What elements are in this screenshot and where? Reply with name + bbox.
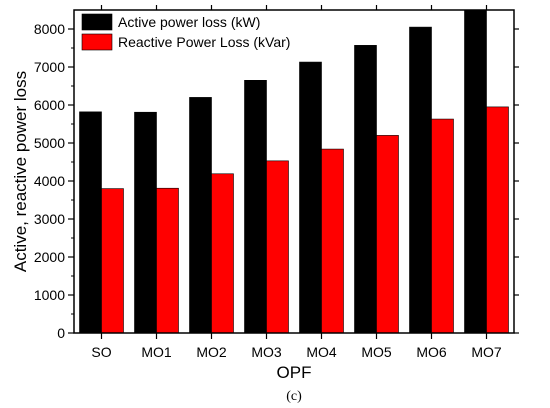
active-loss-bar-mo4	[299, 61, 322, 334]
x-tick-label: MO6	[416, 344, 447, 360]
active-loss-bar-mo7	[464, 10, 487, 334]
active-loss-bar-mo2	[189, 97, 212, 334]
x-tick-label: MO1	[141, 344, 172, 360]
reactive-loss-bar-so	[101, 188, 124, 334]
plot-frame	[73, 9, 515, 334]
x-axis-title: OPF	[277, 363, 312, 382]
active-loss-bar-mo1	[134, 111, 157, 334]
bars-layer	[79, 10, 509, 334]
x-tick-label: MO2	[196, 344, 227, 360]
reactive-loss-bar-mo4	[321, 148, 344, 334]
legend-swatch-active	[81, 13, 113, 31]
legend-swatch-reactive	[81, 33, 113, 51]
x-tick-label: MO3	[251, 344, 282, 360]
reactive-loss-bar-mo6	[431, 118, 454, 334]
x-tick-label: SO	[91, 344, 111, 360]
x-tick-label: MO4	[306, 344, 337, 360]
reactive-loss-bar-mo3	[266, 160, 289, 334]
reactive-loss-bar-mo2	[211, 173, 234, 334]
legend-label-reactive: Reactive Power Loss (kVar)	[118, 34, 290, 50]
active-loss-bar-mo6	[409, 26, 432, 334]
reactive-loss-bar-mo5	[376, 135, 399, 334]
y-tick-label: 3000	[34, 211, 65, 227]
y-tick-label: 2000	[34, 249, 65, 265]
y-tick-label: 1000	[34, 287, 65, 303]
legend-label-active: Active power loss (kW)	[118, 14, 260, 30]
active-loss-bar-mo5	[354, 45, 377, 334]
y-tick-label: 5000	[34, 135, 65, 151]
x-tick-label: MO5	[361, 344, 392, 360]
y-tick-label: 7000	[34, 59, 65, 75]
x-tick-label: MO7	[471, 344, 502, 360]
y-tick-label: 6000	[34, 97, 65, 113]
reactive-loss-bar-mo7	[486, 106, 509, 334]
x-axis: SO MO1 MO2 MO3 MO4 MO5 MO6 MO7	[91, 5, 502, 360]
active-loss-bar-so	[79, 111, 102, 334]
y-tick-label: 8000	[34, 21, 65, 37]
legend: Active power loss (kW) Reactive Power Los…	[81, 13, 290, 51]
y-tick-label: 4000	[34, 173, 65, 189]
y-axis-title: Active, reactive power loss	[11, 71, 30, 272]
reactive-loss-bar-mo1	[156, 187, 179, 334]
y-tick-label: 0	[57, 325, 65, 341]
y-axis: 0 1000 2000 3000 4000 5000 6000 7000 8000	[34, 21, 519, 341]
active-loss-bar-mo3	[244, 80, 267, 334]
figure-caption: (c)	[286, 389, 302, 404]
